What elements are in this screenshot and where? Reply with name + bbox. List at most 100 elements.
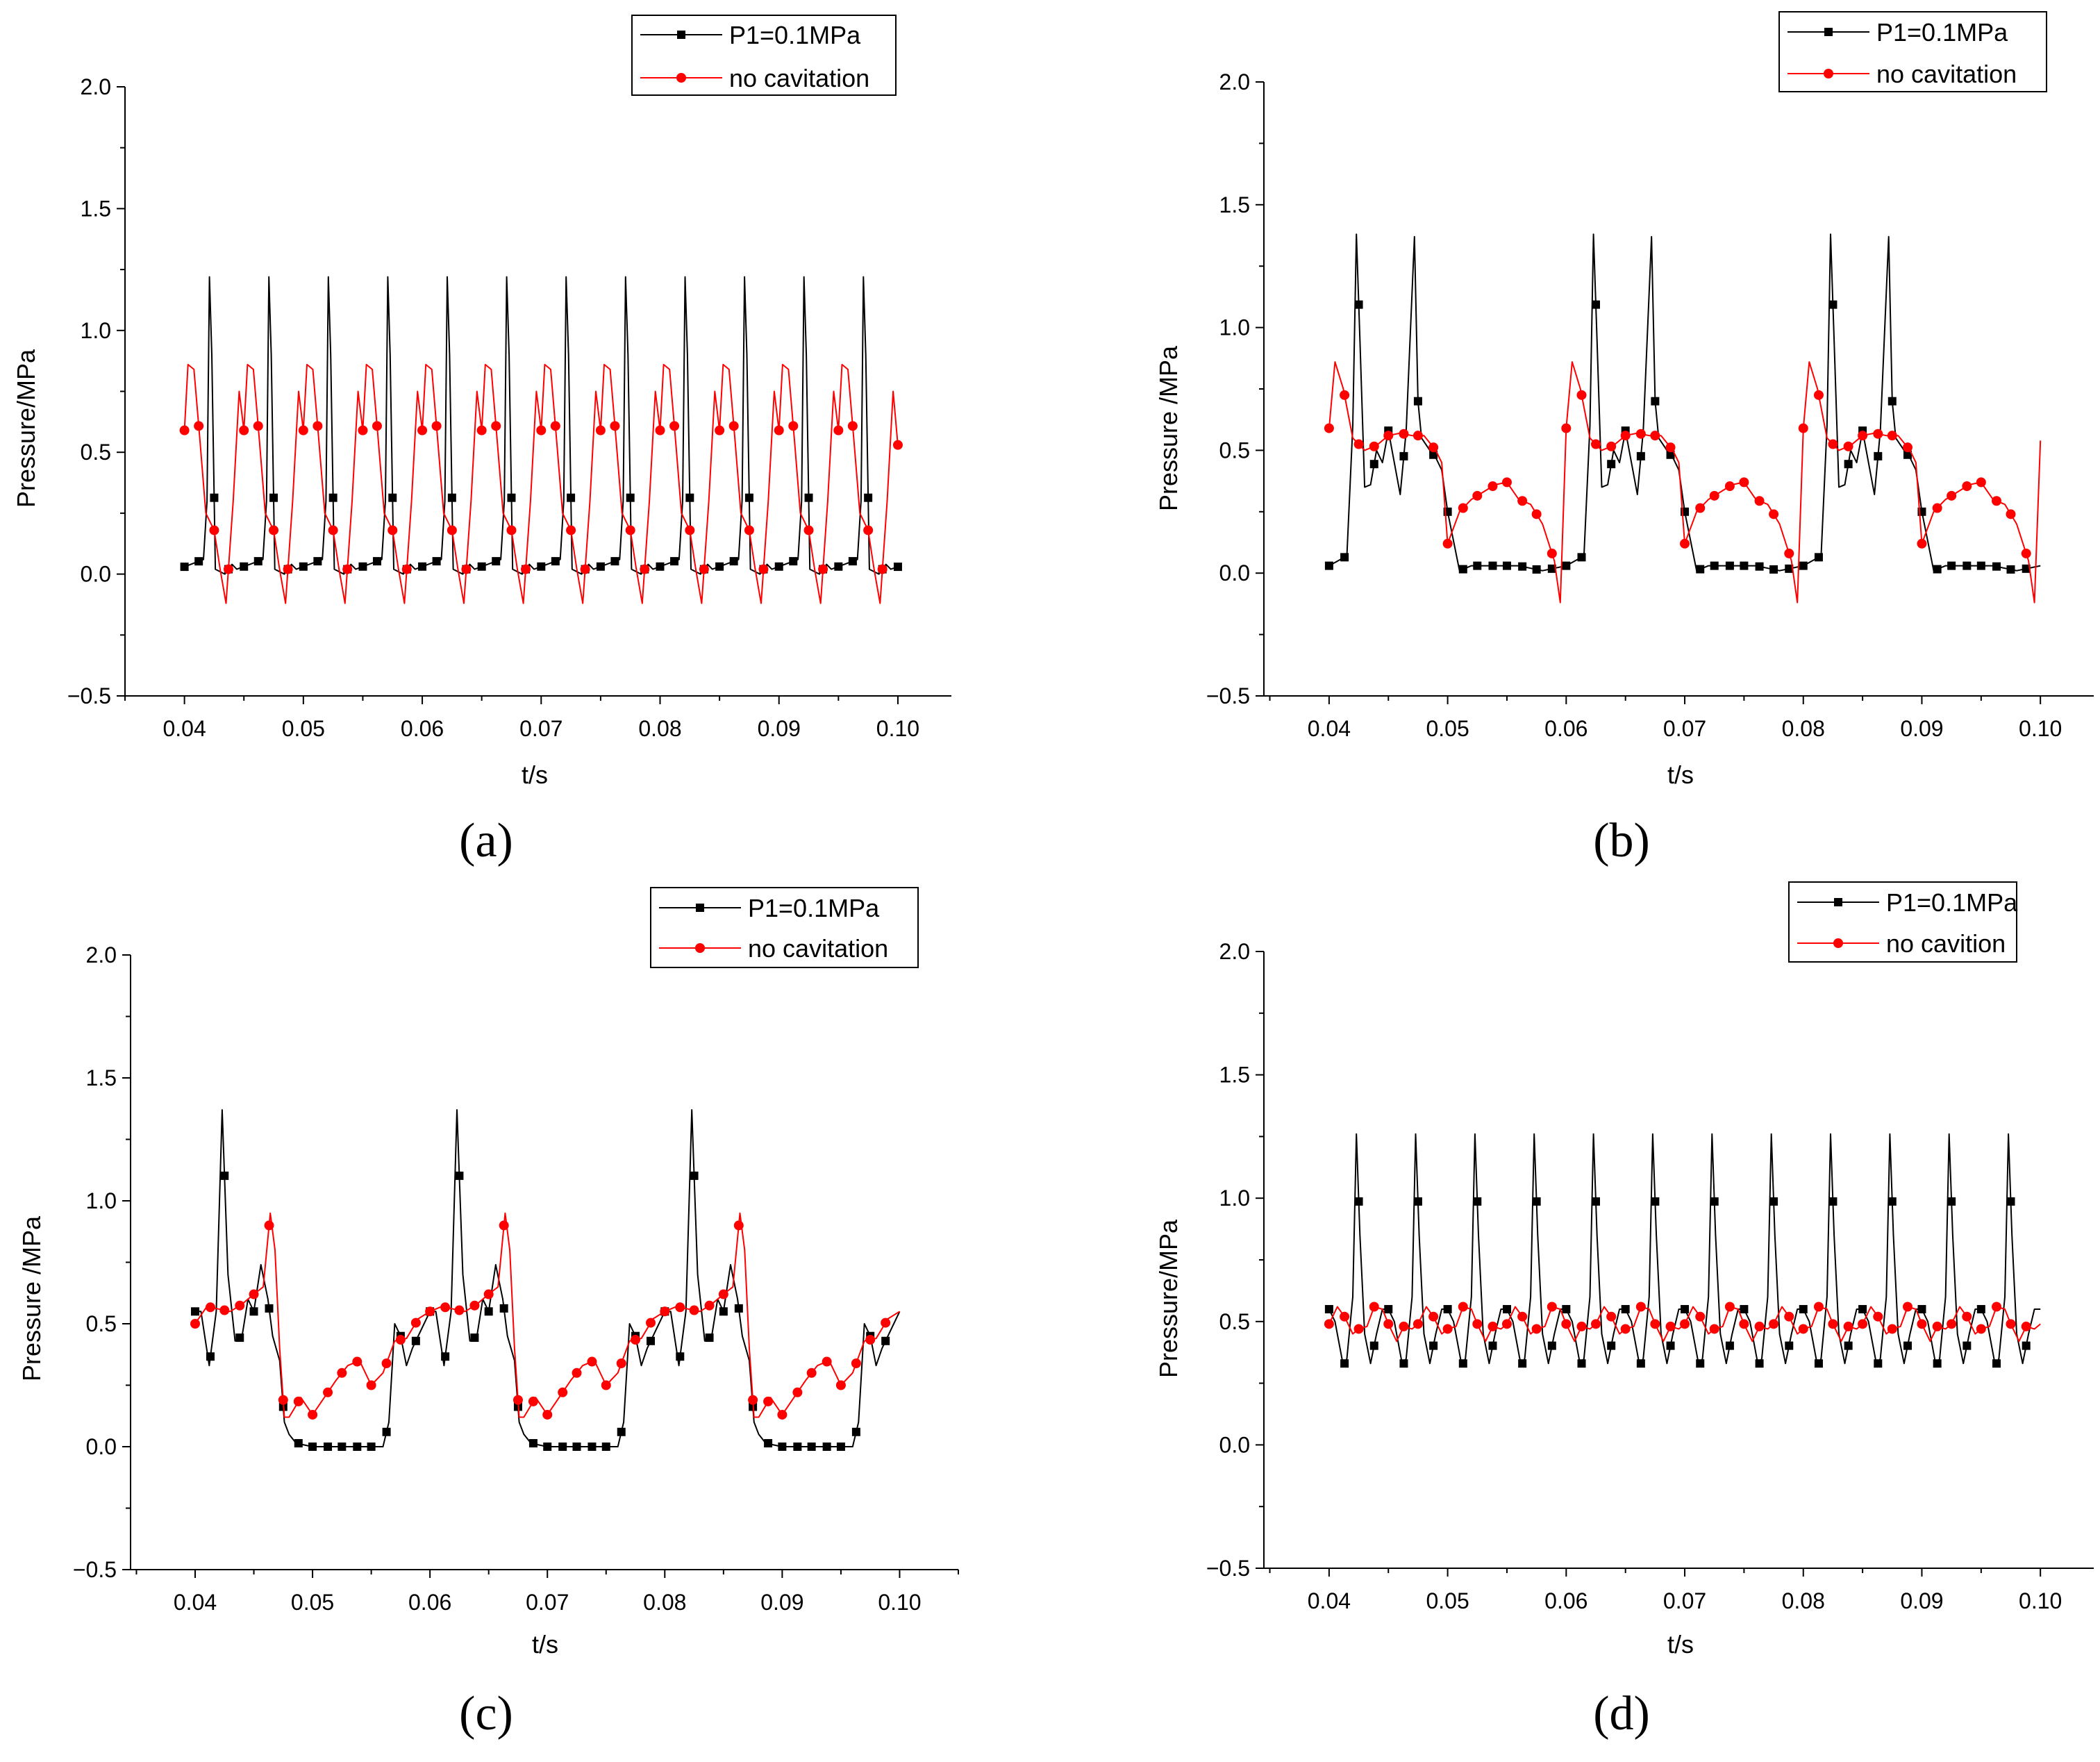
marker-point-d-1 xyxy=(1769,1319,1779,1329)
legend-box-b xyxy=(1778,11,2047,92)
marker-point-d-1 xyxy=(1458,1302,1468,1312)
marker-point-d-1 xyxy=(1383,1319,1394,1329)
marker-point-c-1 xyxy=(190,1319,200,1329)
x-tick-label-a: 0.04 xyxy=(162,716,206,741)
marker-point-a-1 xyxy=(640,564,650,574)
marker-point-a-1 xyxy=(388,525,398,535)
marker-point-c-1 xyxy=(851,1358,861,1368)
marker-point-a-0 xyxy=(372,557,381,566)
x-tick-label-b: 0.10 xyxy=(2019,716,2062,741)
marker-point-b-0 xyxy=(1532,565,1541,574)
x-tick-label-c: 0.05 xyxy=(291,1590,334,1615)
marker-point-a-0 xyxy=(180,563,189,572)
marker-point-c-1 xyxy=(806,1368,817,1378)
marker-point-c-0 xyxy=(294,1439,303,1448)
marker-point-d-0 xyxy=(1547,1341,1556,1350)
legend-marker-a-1 xyxy=(676,73,686,83)
marker-point-a-1 xyxy=(476,425,487,435)
marker-point-a-1 xyxy=(758,564,769,574)
y-tick-label-d: 1.5 xyxy=(1219,1063,1250,1088)
marker-point-d-0 xyxy=(1917,1305,1926,1314)
marker-point-c-0 xyxy=(190,1307,199,1316)
y-tick-label-d: 0.5 xyxy=(1219,1309,1250,1334)
marker-point-b-0 xyxy=(1340,553,1349,562)
marker-point-c-1 xyxy=(323,1387,333,1397)
marker-point-a-1 xyxy=(328,525,338,535)
marker-point-d-1 xyxy=(1488,1321,1498,1331)
marker-point-b-0 xyxy=(1607,460,1616,469)
marker-point-d-1 xyxy=(1976,1324,1986,1334)
marker-point-d-0 xyxy=(1903,1341,1912,1350)
legend-marker-c-0 xyxy=(696,904,704,912)
y-tick-label-b: 1.5 xyxy=(1219,192,1250,217)
marker-point-c-0 xyxy=(382,1427,391,1436)
marker-point-b-0 xyxy=(1636,451,1645,460)
legend-label-b-1: no cavitation xyxy=(1876,60,2017,88)
marker-point-c-1 xyxy=(733,1220,744,1231)
marker-point-a-0 xyxy=(893,563,902,572)
marker-point-b-1 xyxy=(2021,548,2031,558)
marker-point-c-1 xyxy=(704,1300,715,1311)
legend-label-b-0: P1=0.1MPa xyxy=(1876,18,2008,47)
marker-point-c-0 xyxy=(528,1439,538,1448)
marker-point-a-1 xyxy=(506,525,517,535)
x-tick-label-c: 0.07 xyxy=(526,1590,569,1615)
marker-point-b-0 xyxy=(1947,561,1956,570)
marker-point-a-1 xyxy=(298,425,308,435)
marker-point-c-0 xyxy=(235,1333,244,1343)
marker-point-b-0 xyxy=(1740,561,1749,570)
marker-point-b-0 xyxy=(1814,553,1823,562)
marker-point-a-1 xyxy=(818,564,828,574)
panel-b: −0.5 0.0 0.5 1.0 1.5 2.0 0.04 0.05 0.06 0.07 0.08 0… xyxy=(1154,11,2094,867)
y-tick-label-c: 2.0 xyxy=(86,942,117,967)
marker-point-c-0 xyxy=(807,1443,816,1451)
marker-point-a-0 xyxy=(596,562,605,571)
marker-point-a-0 xyxy=(418,562,427,571)
marker-point-d-1 xyxy=(1340,1311,1350,1322)
marker-point-c-0 xyxy=(836,1443,845,1451)
marker-point-c-0 xyxy=(719,1307,728,1316)
marker-point-d-0 xyxy=(1844,1341,1853,1350)
marker-point-c-0 xyxy=(647,1336,656,1345)
marker-point-c-1 xyxy=(718,1289,728,1299)
marker-point-d-1 xyxy=(1932,1321,1942,1331)
marker-point-c-1 xyxy=(528,1396,538,1406)
x-tick-label-d: 0.09 xyxy=(1900,1588,1943,1613)
marker-point-a-0 xyxy=(313,557,322,566)
legend-marker-b-0 xyxy=(1824,28,1833,36)
x-tick-label-a: 0.09 xyxy=(758,716,801,741)
marker-point-d-0 xyxy=(1532,1197,1541,1206)
marker-point-d-0 xyxy=(1976,1305,1985,1314)
x-tick-label-a: 0.07 xyxy=(519,716,562,741)
marker-point-c-0 xyxy=(588,1443,597,1451)
ylabel-d: Pressure/MPa xyxy=(1154,1219,1183,1378)
panel-label-b: (b) xyxy=(1593,814,1650,867)
marker-point-b-0 xyxy=(1399,451,1408,460)
marker-point-c-1 xyxy=(483,1289,494,1299)
marker-point-d-1 xyxy=(1709,1324,1719,1334)
marker-point-c-1 xyxy=(469,1300,480,1311)
marker-point-b-0 xyxy=(1592,300,1600,309)
marker-point-d-1 xyxy=(1547,1302,1557,1312)
marker-point-b-0 xyxy=(1844,460,1853,469)
marker-point-a-1 xyxy=(253,421,263,431)
marker-point-d-0 xyxy=(1384,1305,1393,1314)
y-tick-label-c: 1.5 xyxy=(86,1065,117,1090)
marker-point-c-0 xyxy=(220,1171,229,1180)
marker-point-b-1 xyxy=(1369,441,1379,451)
marker-point-d-0 xyxy=(1681,1305,1690,1314)
x-tick-label-d: 0.06 xyxy=(1544,1588,1588,1613)
marker-point-b-1 xyxy=(1547,548,1557,558)
x-tick-label-c: 0.06 xyxy=(408,1590,451,1615)
marker-point-d-0 xyxy=(1369,1341,1378,1350)
marker-point-b-1 xyxy=(1976,477,1986,488)
marker-point-b-1 xyxy=(1635,429,1646,439)
marker-point-c-0 xyxy=(881,1336,890,1345)
series-line-c-1 xyxy=(194,1212,901,1418)
marker-point-d-0 xyxy=(1785,1341,1794,1350)
x-tick-label-c: 0.10 xyxy=(878,1590,921,1615)
legend-label-a-0: P1=0.1MPa xyxy=(729,21,861,49)
marker-point-b-1 xyxy=(1428,442,1439,453)
marker-point-d-1 xyxy=(1813,1302,1824,1312)
marker-point-d-0 xyxy=(1636,1359,1645,1368)
